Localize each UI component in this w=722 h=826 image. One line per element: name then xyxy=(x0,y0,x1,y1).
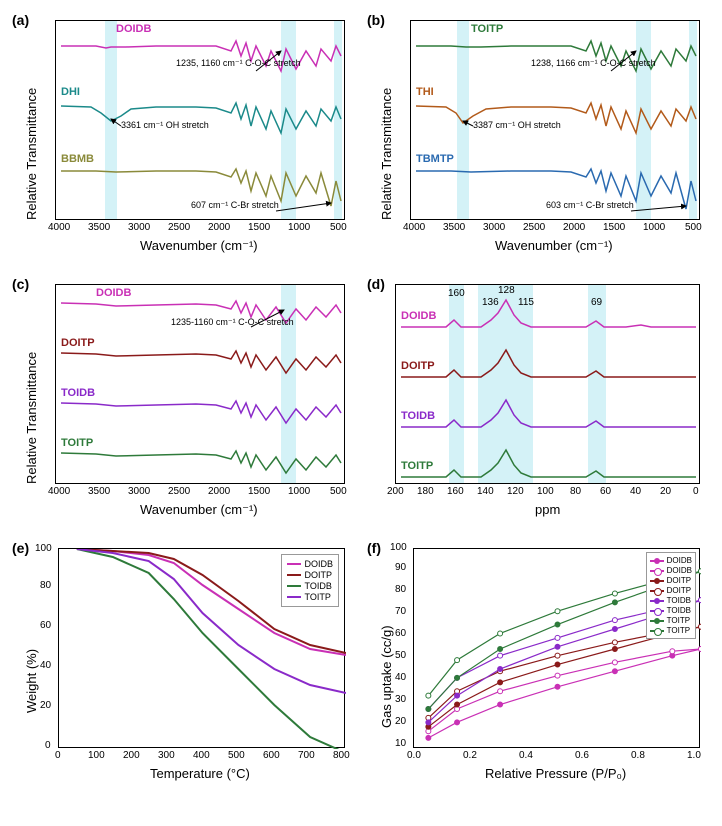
annotation: 1238, 1166 cm⁻¹ C-O-C stretch xyxy=(531,59,656,69)
panel-d-xlabel: ppm xyxy=(535,502,560,517)
panel-b-label: (b) xyxy=(367,12,385,28)
panel-f-label: (f) xyxy=(367,540,381,556)
panel-a-ylabel: Relative Transmittance xyxy=(24,88,39,220)
panel-a-axes: DOIDB DHI BBMB 1235, 1160 cm⁻¹ C-O-C str… xyxy=(55,20,345,220)
panel-c: (c) Relative Transmittance DOIDB DOITP T… xyxy=(10,274,357,530)
series-label: TBMTP xyxy=(416,153,454,165)
panel-d-label: (d) xyxy=(367,276,385,292)
peak-label: 115 xyxy=(518,297,534,308)
series-label: TOITP xyxy=(471,23,503,35)
peak-label: 128 xyxy=(498,285,515,296)
annotation: 3361 cm⁻¹ OH stretch xyxy=(121,121,209,131)
panel-f: (f) Gas uptake (cc/g) DOIDB DOIDB DOITP … xyxy=(365,538,712,794)
series-label: TOIDB xyxy=(401,410,435,422)
series-label: DOITP xyxy=(401,360,435,372)
panel-d: (d) DOIDB DOITP TOIDB TOITP 160 136 128 … xyxy=(365,274,712,530)
panel-e-ylabel: Weight (%) xyxy=(24,649,39,713)
panel-e-label: (e) xyxy=(12,540,29,556)
panel-e-axes: DOIDB DOITP TOIDB TOITP xyxy=(58,548,345,748)
peak-label: 136 xyxy=(482,297,499,308)
panel-f-legend: DOIDB DOIDB DOITP DOITP TOIDB TOIDB TOIT… xyxy=(646,552,696,639)
panel-c-label: (c) xyxy=(12,276,29,292)
peak-label: 160 xyxy=(448,288,465,299)
panel-c-traces xyxy=(56,285,346,485)
annotation: 1235, 1160 cm⁻¹ C-O-C stretch xyxy=(176,59,301,69)
panel-a: (a) Relative Transmittance DOIDB DHI BBM… xyxy=(10,10,357,266)
panel-f-xlabel: Relative Pressure (P/P₀) xyxy=(485,766,626,781)
panel-c-xlabel: Wavenumber (cm⁻¹) xyxy=(140,502,258,518)
panel-d-traces xyxy=(396,285,701,485)
annotation: 607 cm⁻¹ C-Br stretch xyxy=(191,201,279,211)
panel-c-ylabel: Relative Transmittance xyxy=(24,352,39,484)
series-label: DHI xyxy=(61,86,80,98)
panel-d-axes: DOIDB DOITP TOIDB TOITP 160 136 128 115 … xyxy=(395,284,700,484)
series-label: THI xyxy=(416,86,434,98)
panel-b-ylabel: Relative Transmittance xyxy=(379,88,394,220)
panel-b: (b) Relative Transmittance TOITP THI TBM… xyxy=(365,10,712,266)
figure-grid: (a) Relative Transmittance DOIDB DHI BBM… xyxy=(10,10,712,794)
panel-f-ylabel: Gas uptake (cc/g) xyxy=(379,625,394,728)
panel-a-xlabel: Wavenumber (cm⁻¹) xyxy=(140,238,258,254)
panel-e: (e) Weight (%) DOIDB DOITP TOIDB TOITP T… xyxy=(10,538,357,794)
series-label: TOITP xyxy=(61,437,93,449)
panel-b-xlabel: Wavenumber (cm⁻¹) xyxy=(495,238,613,254)
panel-f-axes: DOIDB DOIDB DOITP DOITP TOIDB TOIDB TOIT… xyxy=(413,548,700,748)
peak-label: 69 xyxy=(591,297,602,308)
series-label: DOITP xyxy=(61,337,95,349)
series-label: TOIDB xyxy=(61,387,95,399)
annotation: 603 cm⁻¹ C-Br stretch xyxy=(546,201,634,211)
series-label: DOIDB xyxy=(401,310,436,322)
annotation: 1235-1160 cm⁻¹ C-O-C stretch xyxy=(171,318,294,328)
series-label: DOIDB xyxy=(96,287,131,299)
panel-c-axes: DOIDB DOITP TOIDB TOITP 1235-1160 cm⁻¹ C… xyxy=(55,284,345,484)
series-label: DOIDB xyxy=(116,23,151,35)
panel-e-legend: DOIDB DOITP TOIDB TOITP xyxy=(281,554,339,607)
series-label: TOITP xyxy=(401,460,433,472)
annotation: 3387 cm⁻¹ OH stretch xyxy=(473,121,561,131)
panel-e-xlabel: Temperature (°C) xyxy=(150,766,250,781)
panel-b-axes: TOITP THI TBMTP 1238, 1166 cm⁻¹ C-O-C st… xyxy=(410,20,700,220)
series-label: BBMB xyxy=(61,153,94,165)
panel-a-label: (a) xyxy=(12,12,29,28)
